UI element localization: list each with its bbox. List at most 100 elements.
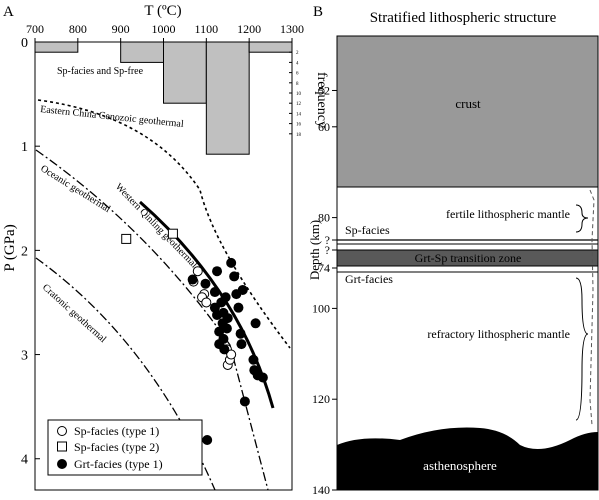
histogram-tick-label: 16 [296, 123, 302, 128]
grt-type1-point [209, 287, 220, 298]
refractory-mantle-brace [575, 277, 589, 421]
asthenosphere-label: asthenosphere [423, 458, 497, 473]
panel-b-title: Stratified lithospheric structure [370, 10, 557, 26]
grt-type1-point [220, 292, 231, 303]
histogram-bar-3 [163, 41, 207, 104]
grt-type1-point [248, 354, 259, 365]
sp-type2-point [167, 228, 178, 239]
grt-type1-point [229, 271, 240, 282]
depth-tick-label: 140 [312, 483, 330, 495]
x-tick-label: 1200 [237, 22, 261, 36]
grt-type1-point [219, 344, 230, 355]
depth-axis-title: Depth (km) [307, 220, 322, 280]
histogram-tick-label: 6 [296, 72, 299, 77]
histogram-bar-2 [120, 41, 164, 63]
sp-type1-point [192, 266, 203, 277]
y-tick-label: 2 [21, 244, 28, 259]
fertile-mantle-brace [575, 204, 589, 233]
histogram [34, 41, 293, 155]
grt-type1-point [233, 302, 244, 313]
x-axis-title: T (ºC) [144, 3, 181, 19]
legend-marker-open-circle [57, 426, 67, 436]
grt-type1-point [226, 257, 237, 268]
depth-tick-label: 52 [318, 83, 330, 97]
histogram-bar-4 [205, 41, 250, 155]
grt-facies-label: Grt-facies [345, 272, 393, 286]
western-geotherm-label: Western Qinling geothermal [113, 181, 200, 270]
crust-label: crust [455, 96, 481, 111]
x-tick-label: 900 [112, 22, 130, 36]
cratonic-geotherm-label: Cratonic geothermal [40, 282, 108, 345]
y-tick-label: 4 [21, 453, 28, 468]
x-tick-label: 1300 [280, 22, 304, 36]
oceanic-geotherm-curve [35, 149, 269, 491]
grt-type1-point [236, 339, 247, 350]
grt-type1-point [218, 333, 229, 344]
eastern-geotherm-label: Eastern China Cenozoic geothermal [40, 104, 185, 130]
histogram-tick-label: 8 [296, 82, 299, 87]
histogram-tick-label: 10 [296, 92, 302, 97]
depth-tick-label: 60 [318, 120, 330, 134]
eastern-china-geotherm-curve [37, 99, 291, 349]
x-tick-label: 1100 [195, 22, 219, 36]
depth-tick-label: 120 [312, 392, 330, 406]
grt-type1-point [257, 372, 268, 383]
legend-label-grt-type1: Grt-facies (type 1) [74, 457, 163, 471]
histogram-tick-label: 18 [296, 133, 302, 138]
depth-tick-label: ? [325, 233, 330, 247]
histogram-bar-0 [34, 41, 79, 53]
histogram-tick-label: 2 [296, 51, 299, 56]
legend-marker-filled-circle [57, 459, 67, 469]
dashed-profile-line [589, 189, 595, 426]
depth-tick-label: ? [325, 243, 330, 257]
grt-type1-point [222, 313, 233, 324]
refractory-mantle-label: refractory lithospheric mantle [427, 327, 570, 341]
grt-type1-point [187, 274, 198, 285]
legend-box [47, 419, 203, 476]
histogram-bar-5 [248, 41, 293, 53]
panel-a-label: A [3, 4, 14, 20]
crust-layer [336, 35, 599, 188]
histogram-tick-label: 4 [296, 61, 299, 66]
legend-label-sp-type2: Sp-facies (type 2) [74, 440, 159, 454]
fertile-mantle-label: fertile lithospheric mantle [446, 207, 570, 221]
depth-tick-label: 80 [318, 211, 330, 225]
histogram-tick-label: 14 [296, 112, 302, 117]
panel-a-axes: 700 800 900 1000 1100 1200 1300012342468101214… [21, 22, 304, 491]
data-points [121, 228, 268, 445]
y-tick-label: 0 [21, 36, 28, 51]
histogram-axis-title: frequency [314, 72, 329, 128]
grt-type1-point [250, 318, 261, 329]
grt-type1-point [212, 266, 223, 277]
grt-type1-point [202, 434, 213, 445]
x-tick-label: 1000 [152, 22, 176, 36]
x-tick-label: 800 [69, 22, 87, 36]
grt-type1-point [221, 323, 232, 334]
histogram-tick-label: 12 [296, 102, 302, 107]
transition-zone-label: Grt-Sp transition zone [415, 251, 522, 265]
depth-tick-label: 100 [312, 301, 330, 315]
legend-marker-open-square [57, 441, 67, 452]
asthenosphere-layer [337, 427, 598, 490]
cratonic-geotherm-curve [35, 257, 216, 491]
legend: Sp-facies (type 1) Sp-facies (type 2) Gr… [47, 419, 203, 476]
y-tick-label: 3 [21, 349, 28, 364]
oceanic-geotherm-label: Oceanic geothermal [38, 163, 112, 215]
grt-type1-point [239, 396, 250, 407]
sp-facies-label: Sp-facies [345, 223, 390, 237]
panel-b-label: B [313, 4, 323, 20]
sp-free-annotation: Sp-facies and Sp-free [57, 66, 144, 77]
y-axis-title: P (GPa) [2, 224, 18, 271]
sp-type2-point [121, 233, 132, 244]
y-tick-label: 1 [21, 140, 28, 155]
grt-type1-point [235, 328, 246, 339]
depth-tick-label: 74 [318, 261, 330, 275]
legend-label-sp-type1: Sp-facies (type 1) [74, 424, 159, 438]
x-tick-label: 700 [26, 22, 44, 36]
sp-type1-point [226, 349, 237, 360]
panel-b-axes: 52 60?? 74 80 100 120 140 [312, 36, 338, 497]
grt-type1-point [237, 284, 248, 295]
sp-type1-point [201, 297, 212, 308]
grt-type1-point [214, 326, 225, 337]
